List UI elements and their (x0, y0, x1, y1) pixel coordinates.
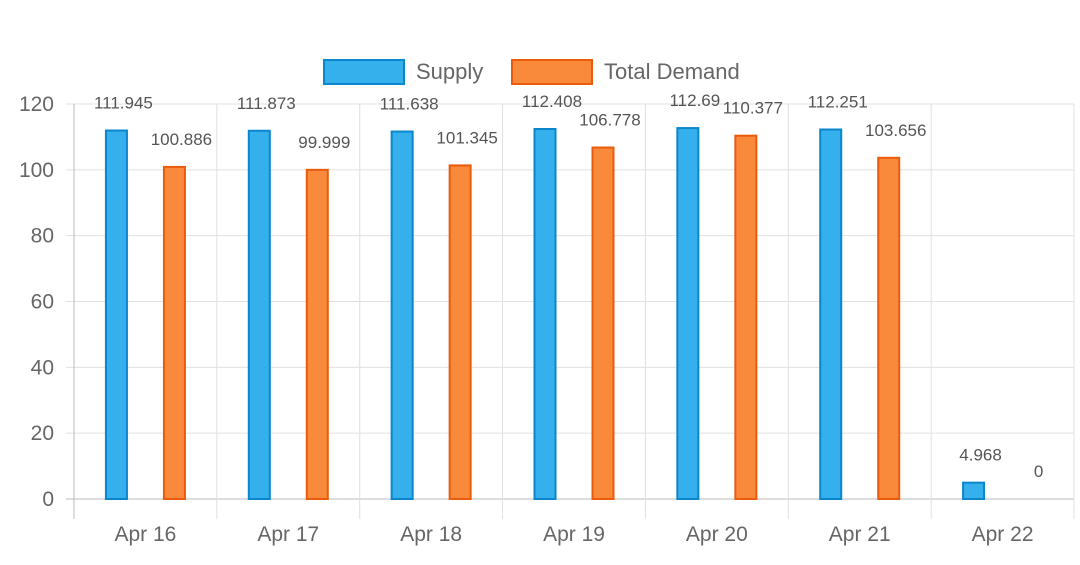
y-tick-label: 120 (19, 93, 54, 116)
x-tick-label: Apr 18 (400, 523, 462, 546)
y-tick-label: 60 (31, 291, 54, 314)
data-label: 111.873 (237, 94, 296, 113)
y-tick-label: 40 (31, 356, 54, 379)
data-label: 110.377 (723, 99, 783, 118)
bar-supply (676, 127, 700, 501)
bar-supply (962, 481, 986, 501)
legend-label: Supply (416, 59, 483, 84)
data-label: 111.945 (94, 94, 153, 113)
x-tick-label: Apr 16 (114, 523, 176, 546)
bar-total-demand (877, 156, 901, 500)
bar-supply (104, 129, 128, 500)
bar-supply (533, 127, 557, 500)
legend-swatch (323, 59, 405, 85)
data-label: 103.656 (865, 121, 926, 140)
legend-label: Total Demand (604, 59, 740, 84)
y-tick-label: 80 (31, 225, 54, 248)
bar-total-demand (591, 146, 615, 500)
y-tick-label: 100 (19, 159, 54, 182)
bar-total-demand (448, 164, 472, 500)
data-label: 101.345 (436, 128, 497, 147)
data-label: 112.408 (522, 92, 582, 111)
bar-total-demand (305, 168, 329, 500)
bar-supply (247, 129, 271, 500)
data-label: 100.886 (151, 130, 212, 149)
x-tick-label: Apr 20 (686, 523, 748, 546)
y-tick-label: 0 (42, 488, 54, 511)
x-tick-label: Apr 22 (972, 523, 1034, 546)
bar-total-demand (734, 134, 758, 500)
x-tick-label: Apr 17 (257, 523, 319, 546)
x-tick-label: Apr 21 (829, 523, 891, 546)
bar-supply (819, 128, 843, 501)
bar-supply (390, 130, 414, 501)
bar-total-demand (162, 165, 186, 500)
x-tick-label: Apr 19 (543, 523, 605, 546)
data-label: 99.999 (298, 133, 350, 152)
data-label: 112.69 (669, 91, 720, 110)
data-label: 111.638 (380, 95, 439, 114)
data-label: 0 (1034, 462, 1043, 481)
data-label: 112.251 (808, 93, 868, 112)
data-label: 4.968 (959, 446, 1002, 465)
data-label: 106.778 (579, 111, 640, 130)
y-tick-label: 20 (31, 422, 54, 445)
legend-swatch (511, 59, 593, 85)
